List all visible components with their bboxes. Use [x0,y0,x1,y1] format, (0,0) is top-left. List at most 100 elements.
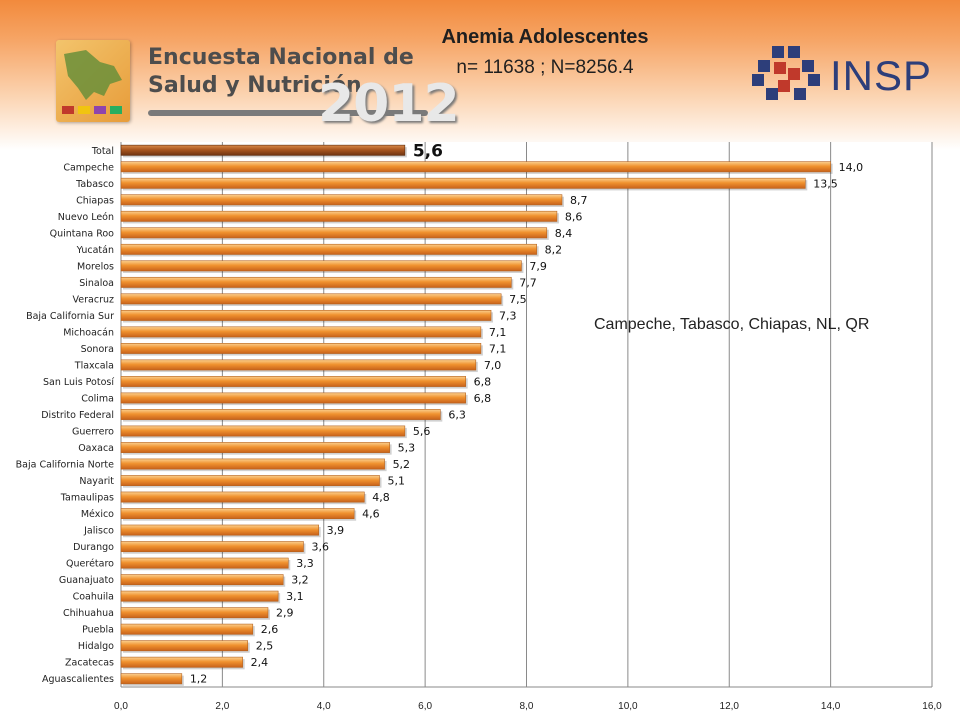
header: Encuesta Nacional de Salud y Nutrición 2… [0,0,960,135]
data-label: 7,7 [519,276,537,289]
y-tick-label: Tlaxcala [74,360,114,371]
y-tick-label: Campeche [63,162,114,173]
bar [120,524,319,536]
logo-title: Encuesta Nacional de Salud y Nutrición [148,44,414,100]
bar [120,293,502,305]
y-tick-label: Sinaloa [79,278,114,289]
data-label: 3,9 [327,524,345,537]
x-tick-label: 10,0 [618,701,638,712]
bar [120,326,482,338]
bar [120,425,406,437]
data-label: 4,6 [362,508,380,521]
y-tick-label: Baja California Sur [26,311,114,322]
bar [120,656,243,668]
data-label: 6,8 [474,375,492,388]
data-label: 4,8 [372,491,390,504]
y-tick-label: Nayarit [79,476,114,487]
bar [120,590,279,602]
logo-year: 2012 [318,74,460,134]
logo-underline [148,110,428,116]
bar [120,260,522,272]
bar [120,442,390,453]
bar [120,227,548,239]
y-tick-label: Tamaulipas [60,493,114,504]
y-tick-label: Morelos [77,261,114,272]
y-tick-label: Tabasco [75,179,114,190]
bar [120,640,249,652]
bar [120,309,492,321]
x-tick-label: 12,0 [720,701,740,712]
data-label: 13,5 [813,177,838,190]
bar [120,409,441,420]
bar [120,673,183,685]
data-label: 6,3 [448,409,466,422]
chart-annotation: Campeche, Tabasco, Chiapas, NL, QR [594,316,870,333]
y-tick-label: Jalisco [83,526,114,537]
data-label: 3,6 [311,541,329,554]
y-tick-label: Durango [73,542,114,553]
bar [120,491,365,503]
bar [120,623,254,635]
y-tick-label: Chiapas [76,195,114,206]
y-tick-label: Puebla [82,625,114,636]
chart-title: Anemia Adolescentes [441,26,649,48]
bar [120,475,380,486]
x-tick-label: 2,0 [215,701,229,712]
data-label: 7,0 [484,359,502,372]
ensanut-logo: Encuesta Nacional de Salud y Nutrición 2… [56,38,460,134]
y-tick-label: Hidalgo [78,641,114,652]
data-label: 1,2 [190,673,208,686]
data-label: 6,8 [474,392,492,405]
logo-title-line1: Encuesta Nacional de [148,45,414,70]
chart-title-block: Anemia Adolescentes n= 11638 ; N=8256.4 [380,26,710,79]
y-tick-label: Michoacán [63,327,114,338]
data-label: 8,4 [555,227,573,240]
x-tick-label: 16,0 [922,701,942,712]
data-label: 2,9 [276,607,294,620]
data-label: 14,0 [839,161,864,174]
bar [120,557,289,569]
y-tick-label: Oaxaca [78,443,114,454]
y-tick-label: Sonora [81,344,114,355]
bar [120,359,477,371]
y-tick-label: Distrito Federal [41,410,114,421]
bar [120,574,284,586]
data-label: 2,6 [261,623,279,636]
bar [120,607,269,619]
bar [120,376,466,387]
y-tick-label: Veracruz [73,294,114,305]
bar [120,243,537,255]
y-tick-label: México [81,509,114,520]
y-tick-label: Colima [81,393,114,404]
data-label: 8,7 [570,194,588,207]
y-tick-label: Aguascalientes [42,674,114,685]
insp-logo: INSP [750,44,933,108]
data-label: 7,3 [499,309,517,322]
y-tick-label: Quintana Roo [50,228,115,239]
bar [120,343,482,354]
y-tick-label: Total [91,146,114,157]
data-label: 2,5 [256,640,274,653]
data-label: 7,1 [489,326,507,339]
mexico-map-icon [56,40,130,122]
data-label: 8,6 [565,210,583,223]
data-label: 5,6 [413,141,443,161]
bar [120,508,355,520]
insp-label: INSP [830,52,933,99]
data-label: 2,4 [251,656,269,669]
y-tick-label: Nuevo León [58,212,114,223]
bar [120,541,304,553]
bar [120,210,558,222]
data-label: 3,2 [291,574,309,587]
y-tick-label: San Luis Potosí [43,377,114,388]
bar [120,177,806,189]
x-tick-label: 14,0 [821,701,841,712]
data-label: 8,2 [545,243,563,256]
bar [120,392,466,404]
x-tick-label: 0,0 [114,701,128,712]
data-label: 5,1 [388,475,406,488]
y-tick-label: Yucatán [76,245,114,256]
data-label: 5,3 [398,442,416,455]
data-label: 5,2 [393,458,411,471]
